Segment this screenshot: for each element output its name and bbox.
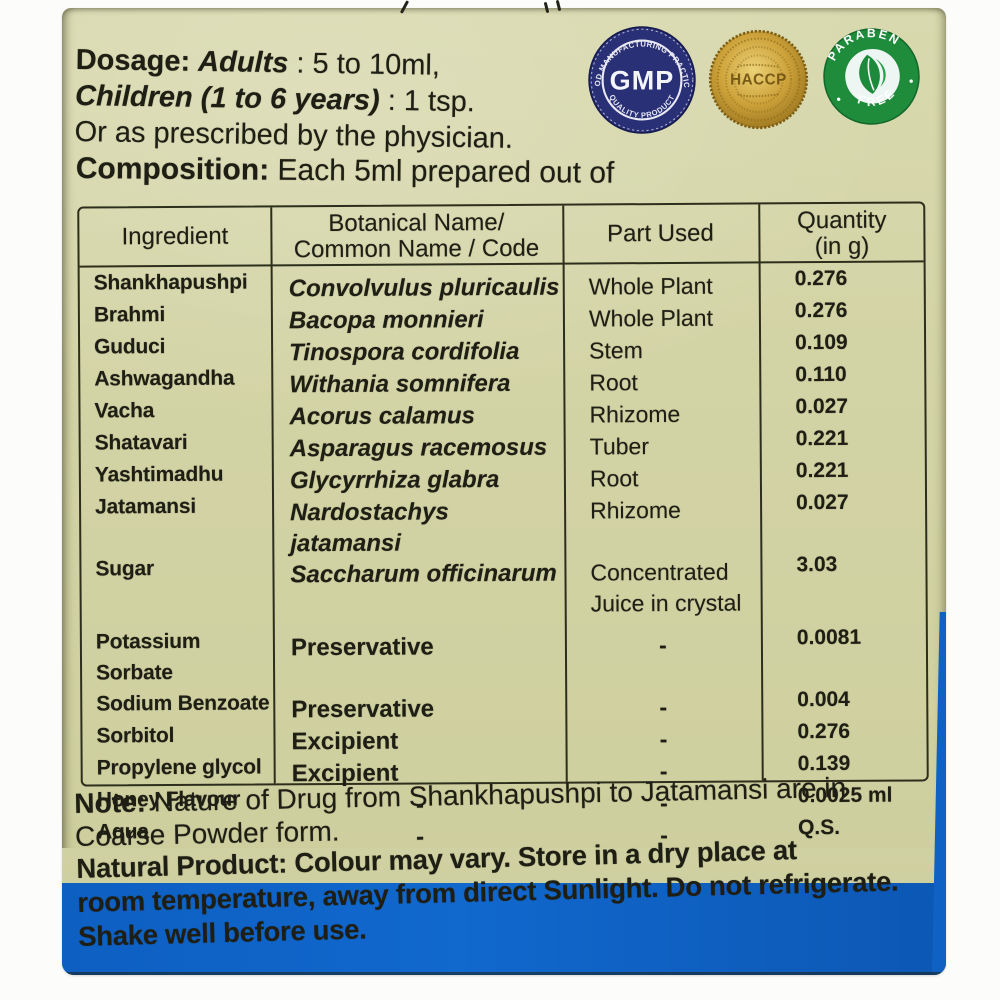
gmp-certified-seal: GOOD MANUFACTURING PRACTICES QUALITY PRO… bbox=[588, 26, 696, 134]
botanical-cell: Saccharum officinarum bbox=[290, 559, 557, 589]
table-header-row: Ingredient Botanical Name/ Common Name /… bbox=[79, 203, 924, 268]
botanical-cell: Excipient bbox=[291, 727, 399, 756]
paraben-free-seal: PARABEN FREE bbox=[820, 18, 920, 125]
part-used-cell: Rhizome bbox=[589, 400, 681, 428]
part-used-cell: - bbox=[659, 632, 667, 659]
part-used-cell: - bbox=[659, 726, 668, 753]
header-quantity: Quantity (in g) bbox=[797, 206, 887, 261]
part-used-cell: Whole Plant bbox=[588, 272, 713, 300]
part-used-cell: Rhizome bbox=[590, 496, 681, 524]
ingredient-cell: Potassium Sorbate bbox=[95, 629, 201, 685]
table-row: Jatamansi Nardostachys jatamansi Rhizome… bbox=[81, 486, 925, 557]
part-used-cell: Root bbox=[589, 369, 638, 396]
haccp-gold-seal: HACCP bbox=[708, 29, 809, 130]
ingredient-cell: Jatamansi bbox=[95, 494, 197, 519]
haccp-seal-circle bbox=[708, 29, 809, 130]
botanical-cell: Acorus calamus bbox=[289, 402, 476, 431]
ingredient-cell: Sodium Benzoate bbox=[96, 691, 270, 716]
header-botanical: Botanical Name/ Common Name / Code bbox=[293, 208, 540, 264]
quantity-cell: 0.276 bbox=[794, 298, 848, 323]
header-ingredient: Ingredient bbox=[121, 222, 229, 251]
botanical-cell: Tinospora cordifolia bbox=[289, 337, 520, 367]
part-used-cell: Root bbox=[589, 465, 639, 492]
quantity-cell: 0.027 bbox=[795, 490, 849, 515]
table-body: Shankhapushpi Convolvulus pluricaulis Wh… bbox=[80, 262, 928, 851]
botanical-cell: Nardostachys jatamansi bbox=[290, 498, 449, 558]
ingredient-cell: Brahmi bbox=[93, 303, 166, 327]
quantity-cell: 0.221 bbox=[795, 458, 849, 483]
label-bottom-shadow bbox=[62, 972, 946, 975]
bottle-blue-band bbox=[62, 883, 946, 975]
composition-table: Ingredient Botanical Name/ Common Name /… bbox=[77, 201, 929, 851]
dosage-section: Dosage: Adults : 5 to 10ml, Children (1 … bbox=[74, 42, 514, 157]
botanical-cell: Glycyrrhiza glabra bbox=[289, 466, 500, 495]
dosage-heading: Dosage: bbox=[75, 43, 199, 78]
botanical-cell: Asparagus racemosus bbox=[289, 433, 548, 463]
botanical-cell: Withania somnifera bbox=[289, 369, 511, 399]
quantity-cell: 0.109 bbox=[795, 330, 848, 355]
header-part-used: Part Used bbox=[606, 219, 714, 248]
gmp-outer-circle bbox=[588, 26, 696, 134]
quantity-cell: 0.027 bbox=[795, 394, 849, 419]
ingredient-cell: Shatavari bbox=[94, 430, 188, 455]
ingredient-cell: Propylene glycol bbox=[96, 755, 262, 780]
botanical-cell: Preservative bbox=[291, 695, 435, 724]
part-used-cell: - bbox=[659, 694, 668, 721]
gmp-center-text: GMP bbox=[610, 66, 675, 96]
quantity-cell: 0.110 bbox=[795, 362, 847, 387]
ingredient-cell: Shankhapushpi bbox=[93, 270, 248, 295]
part-used-cell: Concentrated Juice in crystal bbox=[590, 558, 742, 617]
quantity-cell: 0.0081 bbox=[796, 625, 862, 650]
quantity-cell: 0.276 bbox=[797, 719, 851, 744]
ingredient-cell: Ashwagandha bbox=[94, 366, 235, 391]
botanical-cell: Convolvulus pluricaulis bbox=[288, 273, 560, 303]
part-used-cell: Whole Plant bbox=[588, 304, 714, 332]
table-row: Sugar Saccharum officinarum Concentrated… bbox=[81, 548, 925, 626]
ingredient-cell: Guduci bbox=[94, 335, 166, 359]
ingredient-cell: Sorbitol bbox=[96, 724, 175, 748]
leaf-stem bbox=[867, 58, 875, 91]
ingredient-cell: Sugar bbox=[95, 557, 155, 581]
ingredient-cell: Vacha bbox=[94, 399, 155, 423]
quantity-cell: 0.004 bbox=[797, 687, 850, 712]
table-row: Shankhapushpi Convolvulus pluricaulis Wh… bbox=[80, 262, 924, 302]
table-row: Potassium Sorbate Preservative - 0.0081 bbox=[82, 621, 926, 688]
composition-heading: Composition: Each 5ml prepared out of bbox=[75, 152, 615, 190]
gmp-inner-ring bbox=[601, 39, 683, 121]
quantity-cell: 0.221 bbox=[795, 426, 849, 451]
botanical-cell: Bacopa monnieri bbox=[288, 306, 484, 335]
botanical-cell: Preservative bbox=[290, 633, 434, 662]
bottle-label bbox=[62, 8, 946, 975]
part-used-cell: Tuber bbox=[589, 433, 650, 460]
dosage-line-3: Or as prescribed by the physician. bbox=[74, 115, 514, 155]
leaf-icon bbox=[875, 58, 886, 87]
part-used-cell: Stem bbox=[589, 337, 643, 364]
ingredient-cell: Yashtimadhu bbox=[94, 462, 224, 487]
quantity-cell: 3.03 bbox=[796, 552, 838, 577]
haccp-center-text: HACCP bbox=[730, 72, 787, 89]
quantity-cell: 0.276 bbox=[794, 266, 848, 291]
